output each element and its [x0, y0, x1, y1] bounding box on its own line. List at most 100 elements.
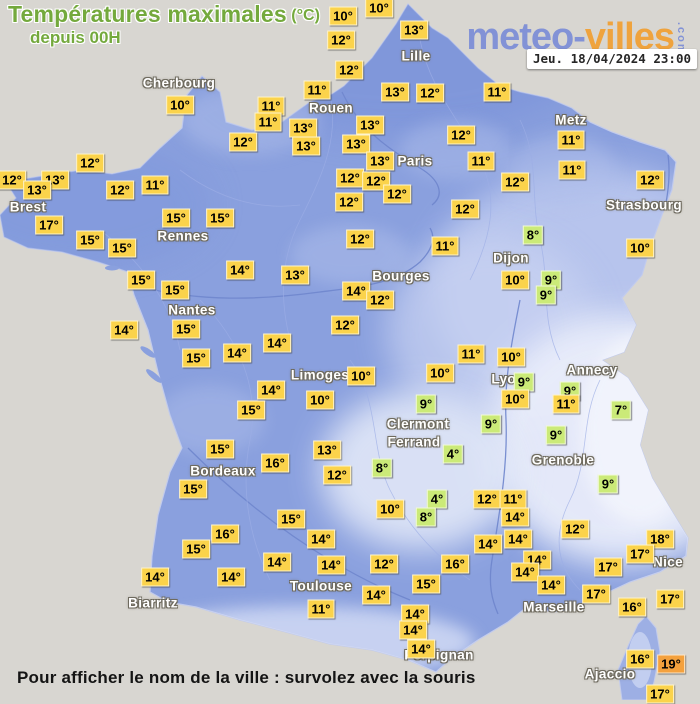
temp-label[interactable]: 14°	[110, 320, 138, 340]
temp-label[interactable]: 18°	[646, 529, 674, 549]
temp-label[interactable]: 17°	[626, 544, 654, 564]
temp-label[interactable]: 12°	[362, 171, 390, 191]
temp-label[interactable]: 11°	[431, 236, 459, 256]
temp-label[interactable]: 12°	[331, 315, 359, 335]
temp-label[interactable]: 13°	[356, 115, 384, 135]
temp-label[interactable]: 12°	[229, 132, 257, 152]
temp-label[interactable]: 12°	[335, 60, 363, 80]
temp-label[interactable]: 9°	[415, 394, 437, 414]
temp-label[interactable]: 11°	[499, 489, 527, 509]
temp-label[interactable]: 4°	[426, 489, 448, 509]
temp-label[interactable]: 7°	[610, 400, 632, 420]
temp-label[interactable]: 14°	[223, 343, 251, 363]
temp-label[interactable]: 9°	[597, 474, 619, 494]
temp-label[interactable]: 13°	[281, 265, 309, 285]
temp-label[interactable]: 13°	[23, 180, 51, 200]
temp-label[interactable]: 17°	[594, 557, 622, 577]
temp-label[interactable]: 14°	[474, 534, 502, 554]
temp-label[interactable]: 15°	[179, 479, 207, 499]
temp-label[interactable]: 12°	[346, 229, 374, 249]
temp-label[interactable]: 14°	[362, 585, 390, 605]
temp-label[interactable]: 13°	[366, 151, 394, 171]
temp-label[interactable]: 10°	[426, 363, 454, 383]
temp-label[interactable]: 12°	[327, 30, 355, 50]
temp-label[interactable]: 16°	[626, 649, 654, 669]
temp-label[interactable]: 12°	[451, 199, 479, 219]
temp-label[interactable]: 15°	[237, 400, 265, 420]
temp-label[interactable]: 12°	[370, 554, 398, 574]
temp-label[interactable]: 10°	[347, 366, 375, 386]
temp-label[interactable]: 12°	[366, 290, 394, 310]
temp-label[interactable]: 12°	[0, 170, 26, 190]
temp-label[interactable]: 8°	[371, 458, 393, 478]
temp-label[interactable]: 13°	[400, 20, 428, 40]
temp-label[interactable]: 14°	[263, 552, 291, 572]
temp-label[interactable]: 17°	[35, 215, 63, 235]
temp-label[interactable]: 15°	[277, 509, 305, 529]
temp-label[interactable]: 9°	[480, 414, 502, 434]
temp-label[interactable]: 14°	[226, 260, 254, 280]
temp-label[interactable]: 9°	[545, 425, 567, 445]
temp-label[interactable]: 14°	[407, 639, 435, 659]
temp-label[interactable]: 13°	[289, 118, 317, 138]
temp-label[interactable]: 15°	[161, 280, 189, 300]
temp-label[interactable]: 10°	[626, 238, 654, 258]
temp-label[interactable]: 14°	[217, 567, 245, 587]
temp-label[interactable]: 10°	[365, 0, 393, 18]
temp-label[interactable]: 12°	[106, 180, 134, 200]
temp-label[interactable]: 16°	[441, 554, 469, 574]
temp-label[interactable]: 13°	[313, 440, 341, 460]
temp-label[interactable]: 11°	[552, 394, 580, 414]
temp-label[interactable]: 11°	[141, 175, 169, 195]
temp-label[interactable]: 12°	[383, 184, 411, 204]
temp-label[interactable]: 8°	[522, 225, 544, 245]
temp-label[interactable]: 14°	[537, 575, 565, 595]
temp-label[interactable]: 15°	[206, 208, 234, 228]
temp-label[interactable]: 15°	[127, 270, 155, 290]
temp-label[interactable]: 12°	[323, 465, 351, 485]
temp-label[interactable]: 15°	[172, 319, 200, 339]
temp-label[interactable]: 11°	[257, 96, 285, 116]
temp-label[interactable]: 11°	[558, 160, 586, 180]
temp-label[interactable]: 15°	[412, 574, 440, 594]
temp-label[interactable]: 11°	[307, 599, 335, 619]
temp-label[interactable]: 15°	[108, 238, 136, 258]
temp-label[interactable]: 15°	[182, 348, 210, 368]
temp-label[interactable]: 14°	[511, 562, 539, 582]
temp-label[interactable]: 14°	[399, 620, 427, 640]
temp-label[interactable]: 12°	[335, 192, 363, 212]
temp-label[interactable]: 14°	[141, 567, 169, 587]
temp-label[interactable]: 12°	[561, 519, 589, 539]
temp-label[interactable]: 15°	[162, 208, 190, 228]
temp-label[interactable]: 16°	[211, 524, 239, 544]
temp-label[interactable]: 12°	[76, 153, 104, 173]
temp-label[interactable]: 11°	[557, 130, 585, 150]
temp-label[interactable]: 14°	[342, 281, 370, 301]
temp-label[interactable]: 17°	[646, 684, 674, 704]
temp-label[interactable]: 15°	[182, 539, 210, 559]
temp-label[interactable]: 17°	[656, 589, 684, 609]
temp-label[interactable]: 13°	[381, 82, 409, 102]
temp-label[interactable]: 14°	[504, 529, 532, 549]
temp-label[interactable]: 10°	[501, 389, 529, 409]
temp-label[interactable]: 4°	[442, 444, 464, 464]
temp-label[interactable]: 16°	[261, 453, 289, 473]
temp-label[interactable]: 10°	[497, 347, 525, 367]
temp-label[interactable]: 11°	[467, 151, 495, 171]
temp-label[interactable]: 11°	[303, 80, 331, 100]
temp-label[interactable]: 10°	[376, 499, 404, 519]
temp-label[interactable]: 12°	[636, 170, 664, 190]
temp-label[interactable]: 14°	[263, 333, 291, 353]
temp-label[interactable]: 12°	[501, 172, 529, 192]
temp-label[interactable]: 12°	[447, 125, 475, 145]
temp-label[interactable]: 11°	[483, 82, 511, 102]
temp-label[interactable]: 10°	[306, 390, 334, 410]
temp-label[interactable]: 16°	[618, 597, 646, 617]
temp-label[interactable]: 12°	[416, 83, 444, 103]
temp-label[interactable]: 12°	[473, 489, 501, 509]
temp-label[interactable]: 19°	[657, 654, 685, 674]
temp-label[interactable]: 10°	[329, 6, 357, 26]
temp-label[interactable]: 13°	[292, 136, 320, 156]
temp-label[interactable]: 9°	[535, 285, 557, 305]
temp-label[interactable]: 13°	[342, 134, 370, 154]
